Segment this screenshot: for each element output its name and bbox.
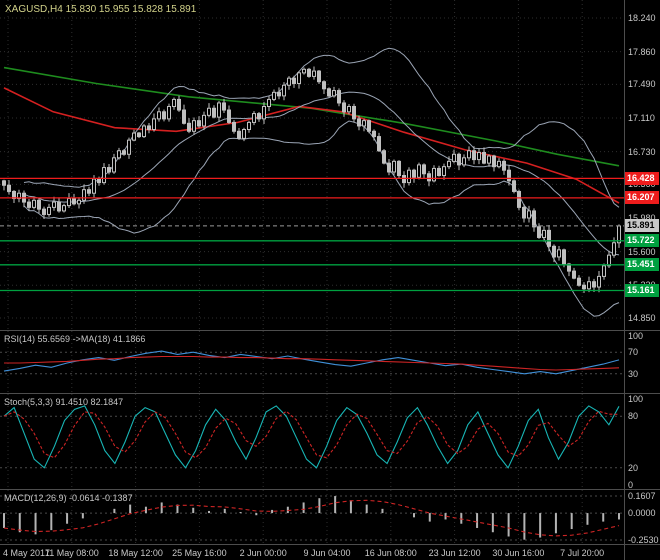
price-tick-label: 17.490 — [628, 79, 656, 90]
time-tick-label: 23 Jun 12:00 — [428, 548, 481, 558]
macd-tick-label: -0.2530 — [628, 535, 659, 545]
stoch-tick-label: 0 — [628, 480, 634, 490]
time-tick-label: 9 Jun 04:00 — [303, 548, 351, 558]
time-tick-label: 7 Jul 20:00 — [560, 548, 605, 558]
bid-price-box: 15.891 — [625, 219, 659, 233]
time-tick-label: 18 May 12:00 — [108, 548, 163, 558]
price-tick-label: 15.980 — [628, 213, 656, 223]
time-axis[interactable]: 4 May 2017 11 May 08:00 18 May 12:00 25 May… — [0, 546, 660, 560]
time-tick-label: 11 May 08:00 — [44, 548, 99, 558]
price-tick-label: 14.850 — [628, 313, 656, 323]
price-tick-label: 15.600 — [628, 246, 656, 257]
panel-separator — [0, 489, 660, 490]
macd-tick-label: 0.0000 — [628, 508, 656, 519]
macd-tick-label: 0.1607 — [628, 491, 656, 501]
panel-separator — [0, 393, 660, 394]
panel-separator — [0, 330, 660, 331]
price-tick-label: 17.110 — [628, 113, 655, 123]
rsi-tick-label: 100 — [628, 331, 644, 341]
stoch-tick-label: 100 — [628, 394, 644, 404]
rsi-tick-label: 30 — [628, 368, 639, 379]
price-tick-label: 16.730 — [628, 146, 656, 157]
time-tick-label: 4 May 2017 — [3, 548, 51, 558]
rsi-label: RSI(14) 55.6569 ->MA(18) 41.1866 — [4, 334, 145, 344]
time-tick-label: 30 Jun 16:00 — [492, 548, 545, 558]
stochastic-indicator-chart[interactable] — [0, 394, 660, 489]
resistance-price-box: 16.207 — [625, 191, 659, 205]
macd-indicator-chart[interactable] — [0, 490, 660, 544]
support-price-box: 15.722 — [625, 234, 659, 248]
rsi-value-label: RSI(14) 55.6569 — [4, 334, 71, 344]
main-price-chart[interactable] — [0, 0, 660, 330]
rsi-indicator-chart[interactable] — [0, 331, 660, 393]
chart-symbol-title: XAGUSD,H4 15.830 15.955 15.828 15.891 — [5, 4, 197, 15]
price-tick-label: 17.860 — [628, 46, 656, 57]
time-tick-label: 16 Jun 08:00 — [364, 548, 417, 558]
price-axis[interactable]: 18.24017.86017.49017.11016.73016.36015.9… — [625, 0, 660, 560]
support-price-box: 15.161 — [625, 283, 659, 297]
stoch-tick-label: 80 — [628, 411, 639, 422]
stochastic-label: Stoch(5,3,3) 91.4510 82.1847 — [4, 397, 124, 407]
stoch-tick-label: 20 — [628, 462, 639, 473]
panel-separator — [0, 544, 660, 545]
rsi-tick-label: 70 — [628, 347, 639, 358]
time-tick-label: 2 Jun 00:00 — [239, 548, 287, 558]
time-tick-label: 25 May 16:00 — [172, 548, 227, 558]
rsi-ma-value-label: ->MA(18) 41.1866 — [72, 334, 146, 344]
price-tick-label: 18.240 — [628, 13, 656, 23]
axis-separator — [624, 0, 625, 560]
resistance-price-box: 16.428 — [625, 171, 659, 185]
macd-label: MACD(12,26,9) -0.0614 -0.1387 — [4, 493, 133, 503]
support-price-box: 15.451 — [625, 258, 659, 272]
